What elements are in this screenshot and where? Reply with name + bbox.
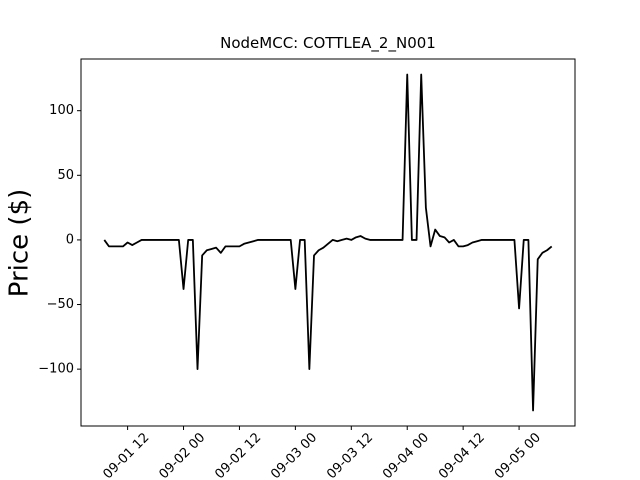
y-tick-label: 50: [57, 168, 74, 183]
x-tick-label: 09-02 00: [156, 430, 208, 480]
y-tick-label: −100: [38, 362, 74, 377]
y-tick-label: 0: [66, 232, 74, 247]
x-tick-label: 09-05 00: [492, 430, 544, 480]
plot-frame: [80, 58, 576, 427]
y-axis-label: Price ($): [5, 189, 35, 298]
x-tick-label: 09-02 12: [212, 430, 264, 480]
x-tick-label: 09-03 12: [324, 430, 376, 480]
x-tick-label: 09-01 12: [100, 430, 152, 480]
x-tick-label: 09-04 12: [436, 430, 488, 480]
line: [103, 73, 553, 412]
y-tick-label: 100: [49, 103, 74, 118]
y-tick-label: −50: [47, 297, 74, 312]
chart-title: NodeMCC: COTTLEA_2_N001: [220, 34, 436, 53]
x-tick-label: 09-03 00: [268, 430, 320, 480]
x-tick-label: 09-04 00: [380, 430, 432, 480]
